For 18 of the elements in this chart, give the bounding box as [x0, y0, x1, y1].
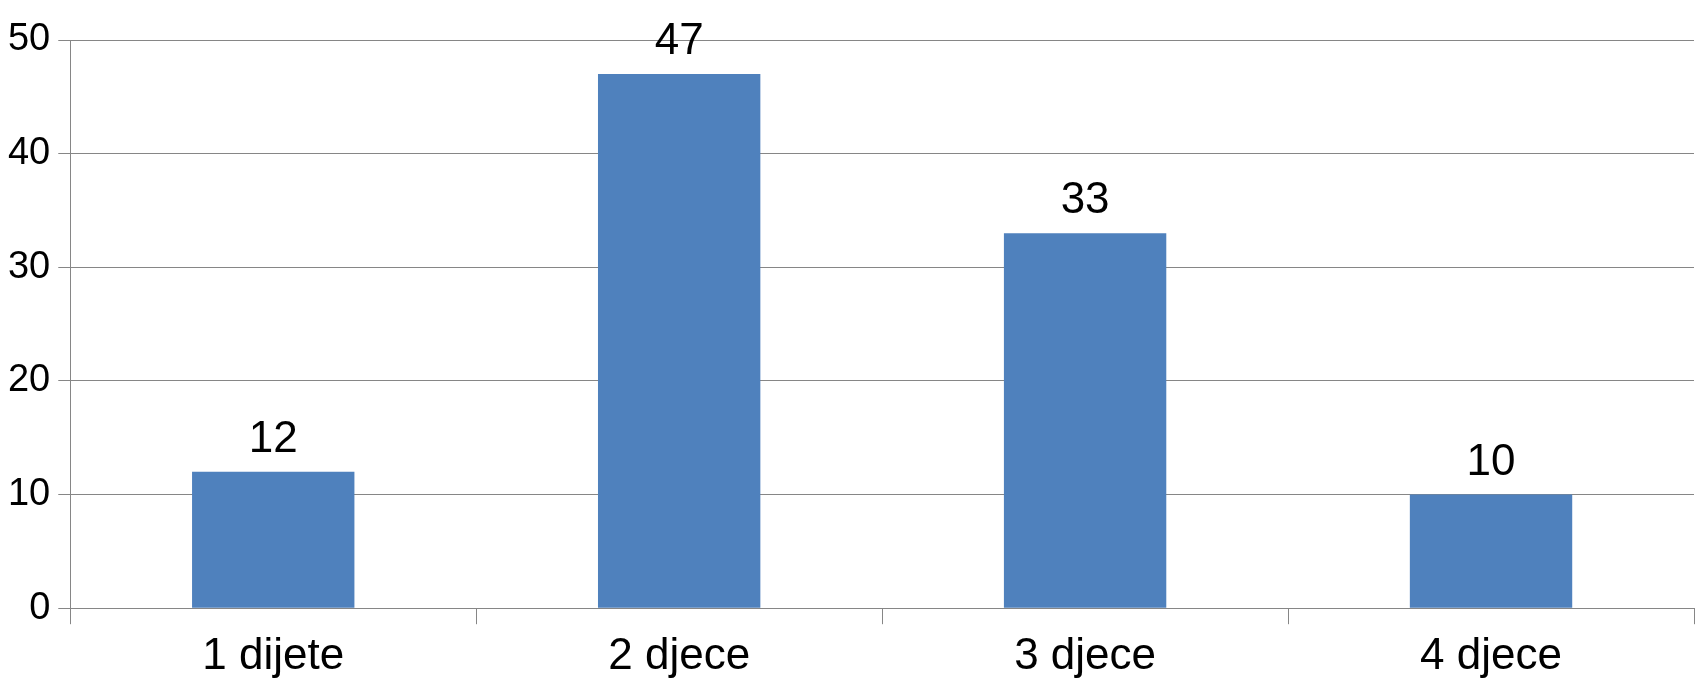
- bar: [1409, 494, 1573, 608]
- y-tick-label: 0: [29, 584, 51, 627]
- y-tick-label: 20: [7, 357, 51, 400]
- x-tick-label: 4 djece: [1420, 628, 1562, 678]
- bar: [597, 74, 761, 608]
- data-label: 12: [248, 411, 298, 461]
- y-tick-label: 30: [7, 243, 51, 286]
- x-tick-label: 1 dijete: [202, 628, 345, 678]
- y-tick-label: 10: [7, 471, 51, 514]
- bar: [192, 471, 355, 608]
- y-tick-label: 50: [7, 16, 51, 59]
- data-label: 33: [1060, 173, 1110, 223]
- x-tick-label: 2 djece: [608, 628, 751, 678]
- data-label: 10: [1466, 434, 1516, 484]
- data-label: 47: [654, 14, 704, 64]
- y-tick-label: 40: [7, 130, 51, 173]
- bar: [1003, 233, 1167, 608]
- x-tick-label: 3 djece: [1014, 628, 1157, 678]
